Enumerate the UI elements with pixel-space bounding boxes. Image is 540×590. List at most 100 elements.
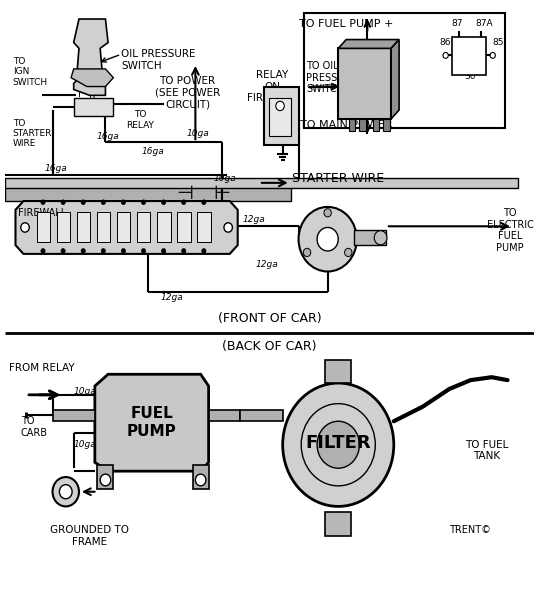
Circle shape bbox=[345, 248, 352, 257]
Text: FROM RELAY: FROM RELAY bbox=[9, 363, 75, 373]
Text: TO OIL
PRESSURE
SWITCH: TO OIL PRESSURE SWITCH bbox=[307, 61, 358, 94]
Bar bbox=[5, 178, 518, 188]
Text: ⊣: ⊣ bbox=[176, 185, 193, 204]
Bar bbox=[52, 409, 95, 421]
Circle shape bbox=[141, 200, 146, 205]
Text: 10ga: 10ga bbox=[213, 174, 236, 183]
Text: FILTER: FILTER bbox=[306, 434, 371, 452]
Bar bbox=[98, 466, 113, 489]
Circle shape bbox=[181, 200, 186, 205]
Text: 10ga: 10ga bbox=[73, 388, 97, 396]
Polygon shape bbox=[16, 201, 238, 254]
Bar bbox=[117, 212, 130, 242]
Text: TO
ELECTRIC
FUEL
PUMP: TO ELECTRIC FUEL PUMP bbox=[487, 208, 534, 253]
Polygon shape bbox=[73, 19, 108, 96]
Circle shape bbox=[41, 200, 45, 205]
Bar bbox=[137, 212, 151, 242]
Text: 10ga: 10ga bbox=[187, 129, 210, 138]
Circle shape bbox=[195, 474, 206, 486]
Text: IGN: IGN bbox=[326, 211, 346, 221]
Circle shape bbox=[81, 248, 85, 253]
Bar bbox=[157, 212, 171, 242]
Circle shape bbox=[81, 200, 85, 205]
Circle shape bbox=[141, 248, 146, 253]
Circle shape bbox=[317, 228, 338, 251]
Text: TO FUEL PUMP +: TO FUEL PUMP + bbox=[299, 19, 393, 29]
Text: TO POWER
(SEE POWER
CIRCUIT): TO POWER (SEE POWER CIRCUIT) bbox=[155, 76, 220, 109]
Bar bbox=[373, 119, 379, 130]
Circle shape bbox=[161, 200, 166, 205]
Polygon shape bbox=[95, 374, 208, 471]
Circle shape bbox=[101, 248, 105, 253]
Circle shape bbox=[101, 200, 105, 205]
Bar bbox=[304, 13, 505, 127]
Text: TO FUEL
TANK: TO FUEL TANK bbox=[465, 440, 508, 461]
Bar bbox=[193, 466, 208, 489]
Circle shape bbox=[181, 248, 186, 253]
Circle shape bbox=[317, 421, 360, 468]
Bar bbox=[349, 119, 355, 130]
Text: 86: 86 bbox=[440, 38, 451, 47]
Text: 30: 30 bbox=[465, 72, 476, 81]
Circle shape bbox=[100, 474, 111, 486]
Circle shape bbox=[122, 248, 125, 253]
Text: I: I bbox=[78, 89, 80, 99]
Bar bbox=[198, 212, 211, 242]
Bar bbox=[325, 359, 352, 383]
Circle shape bbox=[161, 248, 166, 253]
Bar bbox=[5, 186, 291, 201]
Text: (FRONT OF CAR): (FRONT OF CAR) bbox=[218, 312, 321, 325]
Bar bbox=[208, 409, 240, 421]
Text: TRENT©: TRENT© bbox=[449, 525, 491, 535]
Bar bbox=[383, 119, 389, 130]
Bar bbox=[97, 212, 110, 242]
Text: OIL PRESSURE
SWITCH: OIL PRESSURE SWITCH bbox=[122, 50, 196, 71]
Polygon shape bbox=[71, 69, 113, 87]
Bar bbox=[452, 37, 487, 75]
Circle shape bbox=[276, 101, 284, 110]
Text: 87: 87 bbox=[451, 19, 463, 28]
Text: GROUNDED TO
FRAME: GROUNDED TO FRAME bbox=[50, 525, 129, 546]
Text: 85: 85 bbox=[492, 38, 504, 47]
Bar bbox=[264, 87, 299, 145]
Circle shape bbox=[41, 248, 45, 253]
Bar bbox=[354, 231, 386, 245]
Text: TO
IGN
SWITCH: TO IGN SWITCH bbox=[13, 57, 48, 87]
Circle shape bbox=[443, 53, 448, 58]
Circle shape bbox=[202, 200, 206, 205]
Polygon shape bbox=[391, 40, 399, 119]
Text: 87A: 87A bbox=[475, 19, 492, 28]
Text: (BACK OF CAR): (BACK OF CAR) bbox=[222, 340, 316, 353]
Text: 10ga: 10ga bbox=[73, 440, 97, 449]
Text: RELAY
ON
FIREWALL: RELAY ON FIREWALL bbox=[247, 70, 298, 103]
Bar bbox=[325, 512, 352, 536]
Text: TO MAIN POWER: TO MAIN POWER bbox=[300, 120, 393, 130]
Text: 12ga: 12ga bbox=[160, 293, 183, 303]
Bar bbox=[77, 212, 90, 242]
Circle shape bbox=[374, 231, 387, 245]
Text: TO
STARTER
WIRE: TO STARTER WIRE bbox=[13, 119, 52, 149]
Circle shape bbox=[282, 383, 394, 506]
Bar bbox=[240, 409, 282, 421]
Circle shape bbox=[122, 200, 125, 205]
Bar bbox=[360, 119, 366, 130]
Text: FUEL
PUMP: FUEL PUMP bbox=[127, 407, 177, 438]
Text: START: START bbox=[319, 251, 353, 261]
Bar bbox=[73, 99, 113, 116]
Circle shape bbox=[61, 200, 65, 205]
Text: 16ga: 16ga bbox=[141, 147, 164, 156]
Text: S: S bbox=[73, 103, 79, 113]
Text: TO
CARB: TO CARB bbox=[21, 417, 48, 438]
Circle shape bbox=[224, 223, 232, 232]
Circle shape bbox=[202, 248, 206, 253]
Text: 16ga: 16ga bbox=[97, 132, 119, 141]
Text: 16ga: 16ga bbox=[45, 164, 68, 173]
Circle shape bbox=[61, 248, 65, 253]
Circle shape bbox=[324, 209, 332, 217]
Text: TO
RELAY: TO RELAY bbox=[126, 110, 154, 130]
Polygon shape bbox=[338, 40, 399, 48]
Text: 12ga: 12ga bbox=[255, 260, 278, 269]
Bar bbox=[178, 212, 191, 242]
Bar bbox=[269, 99, 291, 136]
Circle shape bbox=[490, 53, 495, 58]
